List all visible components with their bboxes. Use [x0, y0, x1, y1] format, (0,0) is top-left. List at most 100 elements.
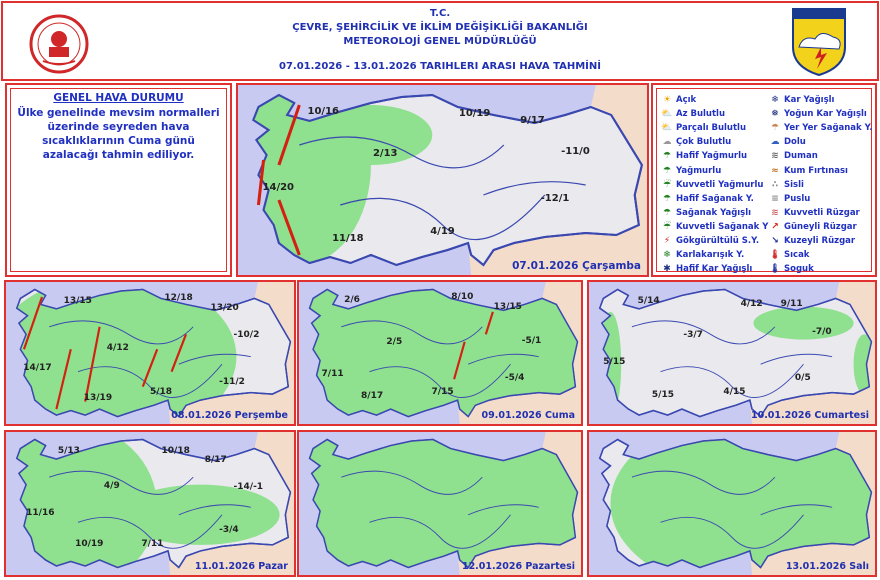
- ministry-name: ÇEVRE, ŞEHİRCİLİK VE İKLİM DEĞİŞİKLİĞİ B…: [292, 22, 588, 33]
- sea-area: [299, 432, 546, 575]
- sun-small-cloud-icon: ⛅: [661, 109, 673, 120]
- south-wind-arrow-icon: [484, 311, 494, 335]
- temperature-label: -12/1: [540, 193, 570, 205]
- sleet-icon: ❄: [663, 250, 671, 261]
- legend: ☀ Açık ⛅ Az Bulutlu ⛅ Parçalı Bulutlu ☁ Çok Bul…: [651, 83, 877, 277]
- legend-item: 🌡 Sıcak: [769, 248, 873, 262]
- south-wind-arrow-icon: [141, 348, 159, 388]
- forecast-map-5: 5/13 10/18 8/17 4/9 -14/-1 11/16 -3/4 10/19 7/11…: [4, 430, 296, 577]
- legend-label: Çok Bulutlu: [676, 137, 732, 148]
- region-borders: [299, 136, 586, 241]
- legend-label: Kuvvetli Rüzgar: [784, 207, 860, 218]
- legend-label: Sisli: [784, 179, 804, 190]
- temperature-label: 10/19: [458, 107, 491, 119]
- temperature-label: 9/11: [780, 299, 803, 310]
- temperature-label: 9/17: [520, 115, 545, 127]
- legend-item: ☀ Açık: [661, 93, 768, 107]
- partly-cloudy-icon: ⛅: [661, 123, 673, 134]
- temperature-label: 7/11: [141, 539, 164, 550]
- forecast-map-2: 13/15 12/18 13/20 -10/2 4/12 14/17 13/19 -11/2 5…: [4, 280, 296, 426]
- legend-label: Kuvvetli Sağanak Y: [676, 221, 769, 232]
- temperature-label: -5/1: [521, 335, 542, 346]
- header: T.C. ÇEVRE, ŞEHİRCİLİK VE İKLİM DEĞİŞİKL…: [1, 1, 879, 81]
- legend-item: ❄ Kar Yağışlı: [769, 93, 873, 107]
- forecast-map-1: 10/16 10/19 9/17 2/13 -11/0 14/20 -12/1 4/19 11/…: [236, 83, 649, 277]
- legend-item: ⚡ Gökgürültülü S.Y.: [661, 234, 768, 248]
- turkey-map: [6, 282, 292, 424]
- south-wind-arrow-icon: [84, 326, 101, 402]
- legend-label: Yoğun Kar Yağışlı: [784, 109, 867, 120]
- legend-item: ☂ Sağanak Yağışlı: [661, 206, 768, 220]
- south-wind-arrow-icon: [453, 341, 466, 380]
- legend-item: 🌡 Soguk: [769, 262, 873, 276]
- temperature-label: 4/15: [723, 387, 746, 398]
- temperature-label: 5/15: [603, 357, 626, 368]
- ministry-emblem-logo: [29, 14, 89, 74]
- temperature-label: 7/11: [321, 368, 344, 379]
- sea-area: [299, 282, 546, 424]
- temperature-label: 5/15: [651, 389, 674, 400]
- legend-label: Dolu: [784, 137, 806, 148]
- light-snow-icon: ✱: [663, 264, 671, 275]
- temperature-label: 10/16: [307, 105, 339, 117]
- temperature-label: 13/15: [63, 296, 92, 307]
- turkey-map: [589, 432, 873, 575]
- heavy-snow-icon: ❅: [771, 109, 779, 120]
- map-date-label: 09.01.2026 Cuma: [481, 410, 575, 421]
- temperature-label: 5/14: [637, 296, 660, 307]
- region-borders: [341, 470, 539, 549]
- light-rain-icon: ☂: [662, 151, 672, 162]
- temperature-label: 2/5: [386, 337, 403, 348]
- summary-title: GENEL HAVA DURUMU: [53, 92, 184, 104]
- temperature-label: 10/18: [161, 446, 190, 457]
- temperature-label: 5/18: [150, 387, 173, 398]
- hail-icon: ☁: [770, 137, 780, 148]
- legend-label: Hafif Sağanak Y.: [676, 193, 754, 204]
- south-wind-arrow-icon: [277, 104, 301, 166]
- general-weather-summary: GENEL HAVA DURUMU Ülke genelinde mevsim …: [5, 83, 232, 277]
- legend-label: Puslu: [784, 193, 811, 204]
- turkey-map: [589, 282, 873, 424]
- legend-item: ☂ Hafif Sağanak Y.: [661, 192, 768, 206]
- sea-area: [238, 85, 596, 275]
- cloudy-icon: ☁: [662, 137, 672, 148]
- temperature-label: 11/18: [332, 233, 364, 245]
- temperature-label: -5/4: [504, 372, 525, 383]
- turkey-map: [6, 432, 292, 575]
- legend-column-right: ❄ Kar Yağışlı ❅ Yoğun Kar Yağışlı ☂ Yer Yer S…: [769, 93, 873, 276]
- temperature-label: 4/12: [106, 343, 129, 354]
- sea-area: [6, 432, 258, 575]
- legend-label: Kuzeyli Rüzgar: [784, 235, 856, 246]
- legend-label: Kar Yağışlı: [784, 95, 835, 106]
- south-wind-arrow-icon: [277, 199, 301, 256]
- temperature-label: -7/0: [812, 327, 832, 338]
- rain-icon: ☂: [662, 165, 672, 176]
- legend-item: ☔ Kuvvetli Yağmurlu: [661, 178, 768, 192]
- south-wind-arrow-icon: [22, 296, 44, 350]
- temperature-label: 2/13: [372, 147, 398, 159]
- map-date-label: 08.01.2026 Perşembe: [171, 410, 288, 421]
- precipitation-area: [121, 484, 280, 545]
- legend-label: Sıcak: [784, 250, 810, 261]
- region-borders: [49, 470, 251, 549]
- temperature-label: -11/0: [561, 145, 590, 157]
- map-date-label: 10.01.2026 Cumartesi: [750, 410, 869, 421]
- strong-wind-icon: ≋: [771, 207, 779, 218]
- legend-label: Hafif Kar Yağışlı: [676, 264, 753, 275]
- legend-item: ⛅ Parçalı Bulutlu: [661, 121, 768, 135]
- temperature-label: 2/6: [344, 294, 360, 305]
- temperature-label: 10/19: [75, 539, 104, 550]
- sea-area: [589, 282, 840, 424]
- legend-label: Soguk: [784, 264, 814, 275]
- turkey-map: [238, 85, 643, 275]
- legend-item: ☂ Yağmurlu: [661, 163, 768, 177]
- legend-item: ∴ Sisli: [769, 178, 873, 192]
- forecast-map-7: 13.01.2026 Salı: [587, 430, 877, 577]
- summary-text: Ülke genelinde mevsim normalleri üzerind…: [17, 107, 220, 161]
- legend-label: Yağmurlu: [676, 165, 722, 176]
- turkey-map: [299, 282, 579, 424]
- legend-item: ☁ Çok Bulutlu: [661, 135, 768, 149]
- map-date-label: 12.01.2026 Pazartesi: [461, 561, 575, 572]
- legend-label: Karlakarışık Y.: [676, 250, 745, 261]
- scattered-shower-icon: ☂: [770, 123, 780, 134]
